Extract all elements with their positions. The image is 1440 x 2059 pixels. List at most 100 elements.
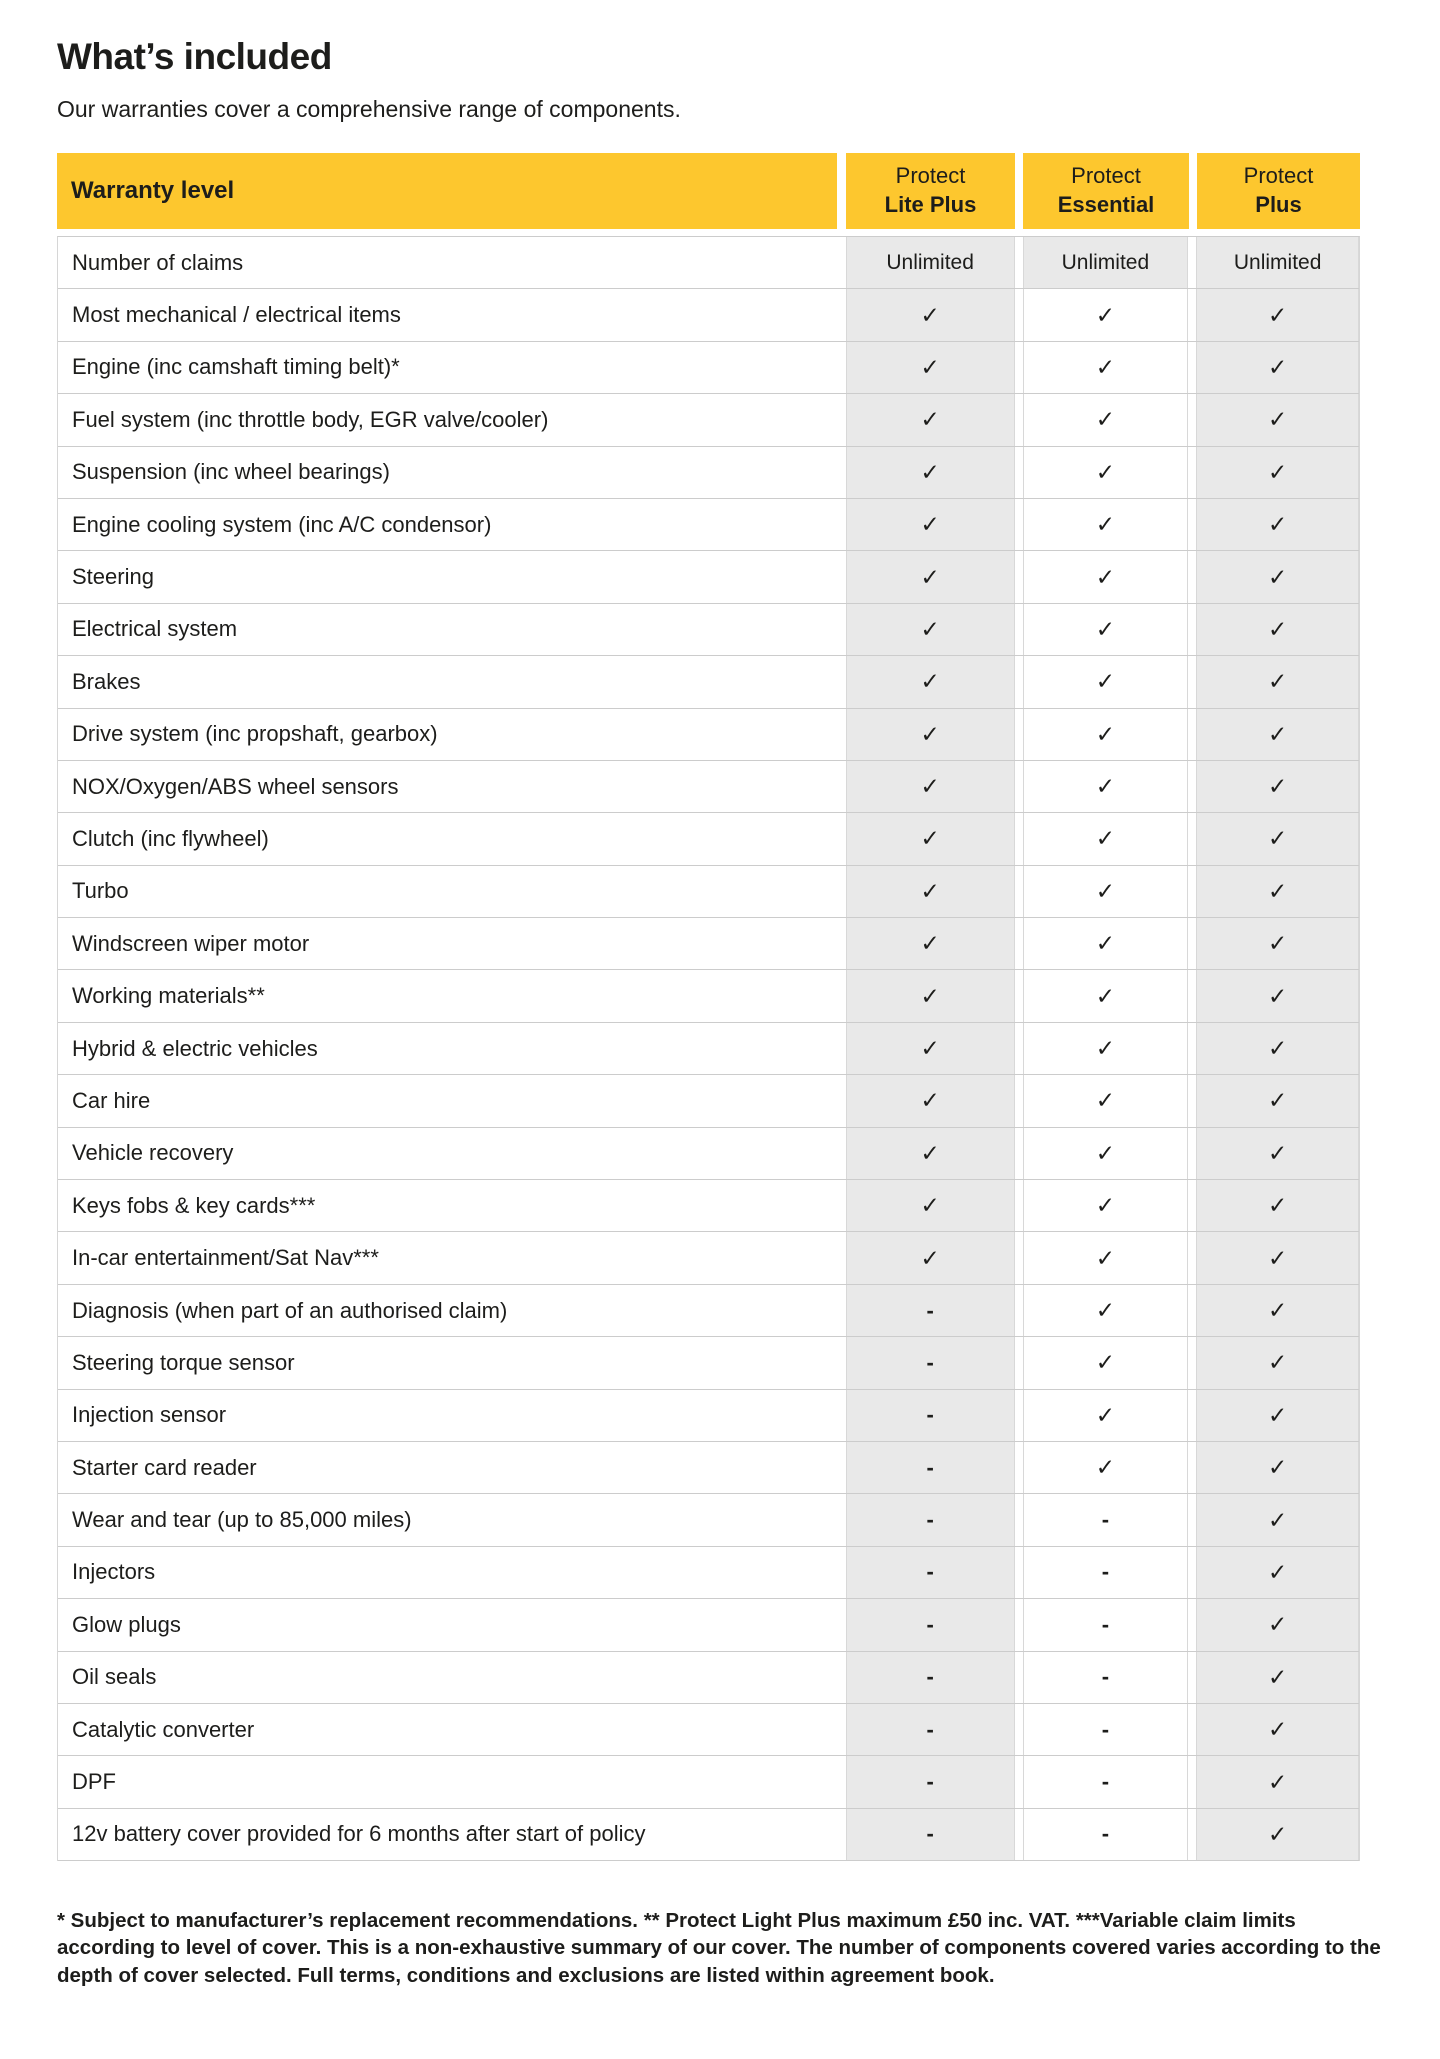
table-cell: Unlimited	[845, 237, 1015, 289]
table-cell: ✓	[1022, 708, 1189, 760]
table-row: Suspension (inc wheel bearings) ✓ ✓ ✓	[58, 446, 1359, 499]
table-cell: ✓	[1196, 1075, 1359, 1127]
column-gutter	[1015, 153, 1023, 229]
table-cell: ✓	[1022, 551, 1189, 603]
check-icon: ✓	[1267, 773, 1288, 800]
table-cell: -	[1022, 1756, 1189, 1808]
table-cell: ✓	[1196, 341, 1359, 394]
column-gutter	[1188, 1703, 1197, 1756]
row-label: Keys fobs & key cards***	[58, 1180, 837, 1232]
row-label: Oil seals	[58, 1651, 837, 1703]
dash-icon: -	[1101, 1769, 1110, 1795]
column-gutter	[1014, 1180, 1023, 1232]
dash-icon: -	[926, 1402, 934, 1428]
check-icon: ✓	[920, 563, 940, 590]
table-cell: ✓	[1196, 1022, 1359, 1075]
table-cell: ✓	[1022, 813, 1189, 865]
column-gutter	[1188, 813, 1197, 865]
table-header: Warranty level Protect Lite Plus Protect…	[57, 153, 1360, 229]
row-label: Windscreen wiper motor	[58, 918, 837, 970]
column-gutter	[1014, 1284, 1023, 1337]
column-gutter	[836, 1651, 846, 1703]
table-cell: -	[845, 1441, 1015, 1494]
table-row: Working materials** ✓ ✓ ✓	[58, 970, 1359, 1023]
row-label: Working materials**	[58, 970, 837, 1022]
plan-name-line2: Plus	[1255, 192, 1302, 217]
table-row: Electrical system ✓ ✓ ✓	[58, 603, 1359, 657]
check-icon: ✓	[920, 406, 940, 433]
column-gutter	[1014, 708, 1023, 760]
table-cell: ✓	[1196, 1284, 1359, 1337]
column-gutter	[1014, 813, 1023, 865]
table-cell: -	[845, 1756, 1015, 1808]
column-gutter	[1188, 1022, 1197, 1075]
column-gutter	[1188, 394, 1197, 446]
table-cell: ✓	[1196, 1599, 1359, 1651]
check-icon: ✓	[1267, 1297, 1288, 1323]
column-gutter	[836, 1599, 846, 1651]
column-gutter	[1014, 603, 1023, 656]
column-gutter	[836, 865, 846, 918]
table-cell: ✓	[1196, 446, 1359, 498]
column-gutter	[1014, 865, 1023, 918]
table-cell: ✓	[1196, 1232, 1359, 1284]
table-cell: ✓	[845, 656, 1015, 708]
row-label: Starter card reader	[58, 1441, 837, 1494]
column-gutter	[1188, 760, 1197, 813]
check-icon: ✓	[920, 1139, 940, 1166]
row-label: NOX/Oxygen/ABS wheel sensors	[58, 760, 837, 813]
table-row: Engine cooling system (inc A/C condensor…	[58, 498, 1359, 552]
column-gutter	[836, 1127, 846, 1180]
table-cell: -	[1022, 1651, 1189, 1703]
check-icon: ✓	[1267, 1349, 1288, 1376]
column-gutter	[1188, 237, 1197, 289]
row-label: Steering	[58, 551, 837, 603]
table-cell: -	[845, 1651, 1015, 1703]
table-cell: ✓	[1022, 918, 1189, 970]
column-gutter	[1188, 1546, 1197, 1599]
table-cell: -	[845, 1284, 1015, 1337]
column-gutter	[836, 708, 846, 760]
column-gutter	[1188, 1180, 1197, 1232]
table-cell: ✓	[1022, 1337, 1189, 1389]
table-cell: ✓	[845, 865, 1015, 918]
table-cell: ✓	[1022, 1284, 1189, 1337]
table-row: Steering ✓ ✓ ✓	[58, 551, 1359, 604]
dash-icon: -	[1101, 1664, 1110, 1690]
check-icon: ✓	[1267, 1611, 1288, 1638]
column-gutter	[1188, 708, 1197, 760]
page-title: What’s included	[57, 36, 332, 77]
table-cell: ✓	[845, 918, 1015, 970]
table-cell: -	[845, 1546, 1015, 1599]
table-row: Glow plugs - - ✓	[58, 1599, 1359, 1652]
dash-icon: -	[926, 1611, 934, 1637]
column-gutter	[1188, 1651, 1197, 1703]
column-gutter	[1188, 1756, 1197, 1808]
row-label: Glow plugs	[58, 1599, 837, 1651]
column-gutter	[1014, 760, 1023, 813]
column-gutter	[1188, 656, 1197, 708]
column-gutter	[1188, 1232, 1197, 1284]
table-row: Most mechanical / electrical items ✓ ✓ ✓	[58, 289, 1359, 342]
table-cell: -	[845, 1703, 1015, 1756]
table-cell: ✓	[1022, 1127, 1189, 1180]
row-label: Most mechanical / electrical items	[58, 289, 837, 341]
column-gutter	[1014, 551, 1023, 603]
column-gutter	[1188, 446, 1197, 498]
table-row: NOX/Oxygen/ABS wheel sensors ✓ ✓ ✓	[58, 760, 1359, 814]
table-row: Injection sensor - ✓ ✓	[58, 1389, 1359, 1442]
column-gutter	[1014, 289, 1023, 341]
table-cell: ✓	[1022, 970, 1189, 1022]
table-cell: ✓	[845, 394, 1015, 446]
check-icon: ✓	[1267, 1244, 1288, 1271]
table-cell: ✓	[1196, 1127, 1359, 1180]
column-header-label: Warranty level	[71, 177, 235, 204]
table-cell: ✓	[1022, 1389, 1189, 1441]
check-icon: ✓	[1095, 1349, 1116, 1376]
check-icon: ✓	[1267, 1820, 1288, 1847]
check-icon: ✓	[1095, 1035, 1116, 1062]
row-label: Brakes	[58, 656, 837, 708]
table-cell: ✓	[1196, 603, 1359, 656]
column-header-protect-lite-plus: Protect Lite Plus	[846, 153, 1015, 229]
check-icon: ✓	[1267, 825, 1288, 852]
